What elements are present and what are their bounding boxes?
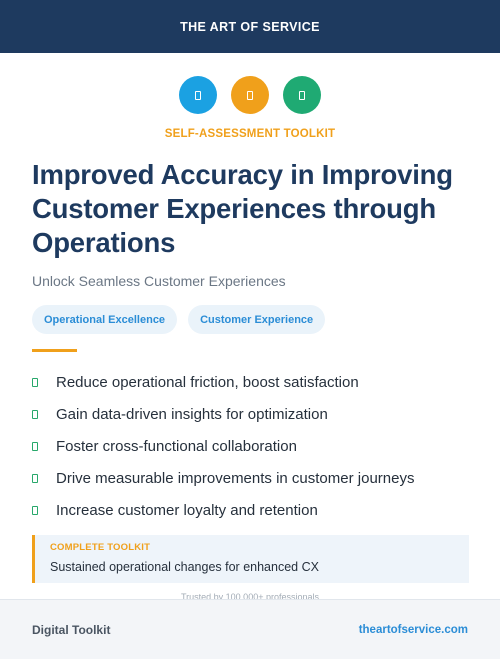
benefit-text: Reduce operational friction, boost satis… bbox=[56, 373, 359, 391]
check-icon bbox=[32, 377, 38, 387]
trusted-note: Trusted by 100,000+ professionals bbox=[180, 592, 319, 602]
page-title: Improved Accuracy in Improving Customer … bbox=[32, 159, 453, 258]
callout-label: COMPLETE TOOLKIT bbox=[50, 542, 151, 553]
footer-label: Digital Toolkit bbox=[32, 622, 111, 637]
icon-row bbox=[0, 76, 500, 114]
accent-divider bbox=[32, 349, 77, 352]
orange-badge bbox=[231, 76, 269, 114]
document-icon bbox=[195, 90, 201, 100]
list-item: Gain data-driven insights for optimizati… bbox=[32, 398, 472, 430]
top-banner: THE ART OF SERVICE bbox=[0, 0, 500, 53]
benefit-list: Reduce operational friction, boost satis… bbox=[32, 366, 472, 526]
benefit-text: Foster cross-functional collaboration bbox=[56, 437, 297, 455]
website-link[interactable]: theartofservice.com bbox=[358, 623, 468, 636]
callout-text: Sustained operational changes for enhanc… bbox=[50, 560, 319, 574]
check-icon bbox=[32, 473, 38, 483]
check-icon bbox=[32, 441, 38, 451]
tag-operational-excellence: Operational Excellence bbox=[32, 305, 178, 334]
document-icon bbox=[247, 90, 253, 100]
benefit-text: Drive measurable improvements in custome… bbox=[56, 469, 415, 487]
list-item: Increase customer loyalty and retention bbox=[32, 494, 472, 526]
blue-badge bbox=[179, 76, 217, 114]
subtitle: Unlock Seamless Customer Experiences bbox=[32, 273, 286, 289]
brand-title: THE ART OF SERVICE bbox=[180, 19, 320, 34]
benefit-text: Increase customer loyalty and retention bbox=[56, 501, 318, 519]
green-badge bbox=[283, 76, 321, 114]
tag-customer-experience: Customer Experience bbox=[188, 305, 326, 334]
benefit-text: Gain data-driven insights for optimizati… bbox=[56, 405, 328, 423]
check-icon bbox=[32, 505, 38, 515]
list-item: Reduce operational friction, boost satis… bbox=[32, 366, 472, 398]
list-item: Drive measurable improvements in custome… bbox=[32, 462, 472, 494]
kicker-label: SELF-ASSESSMENT TOOLKIT bbox=[164, 128, 336, 140]
list-item: Foster cross-functional collaboration bbox=[32, 430, 472, 462]
check-icon bbox=[32, 409, 38, 419]
document-icon bbox=[299, 90, 305, 100]
tag-list: Operational Excellence Customer Experien… bbox=[32, 305, 326, 334]
footer: Digital Toolkit theartofservice.com bbox=[0, 599, 500, 659]
toolkit-callout: COMPLETE TOOLKIT Sustained operational c… bbox=[32, 535, 469, 583]
